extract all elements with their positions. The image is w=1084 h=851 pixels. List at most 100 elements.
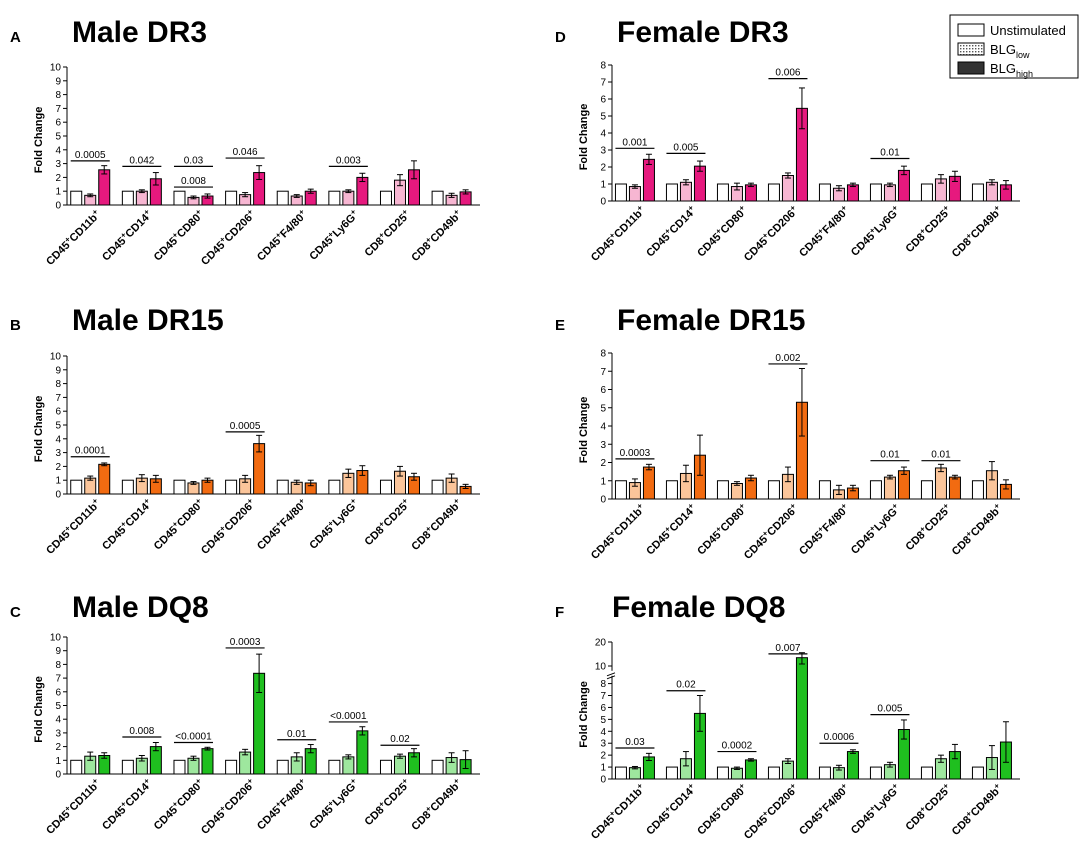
x-tick-label-part: + (348, 776, 358, 786)
panel-C: C Male DQ8 0 1 2 3 4 5 6 7 8 9 10 Fold Change CD45+CD1… (10, 591, 480, 837)
x-tick-label: CD45+CD11b+ (587, 781, 648, 842)
x-tick-label-part: + (839, 781, 849, 791)
bar (173, 190, 186, 206)
x-tick-label-part: + (686, 781, 696, 791)
significance-label: 0.01 (880, 148, 900, 159)
x-tick-label-part: + (607, 231, 617, 241)
x-tick-label: CD8+CD49b+ (948, 501, 1005, 558)
panel-title: Female DQ8 (612, 591, 785, 624)
x-tick-label-part: + (170, 519, 180, 529)
x-tick-label: CD45+CD14+ (99, 776, 156, 833)
y-tick-label: 1 (600, 180, 606, 191)
y-tick-label: 9 (55, 646, 61, 657)
bar (883, 476, 896, 500)
significance-label: 0.008 (129, 726, 154, 737)
x-tick-label-part: + (63, 804, 73, 814)
x-tick-label-part: + (992, 203, 1002, 213)
x-tick-label-part: + (737, 781, 747, 791)
legend-swatch (957, 61, 985, 75)
bar (121, 759, 134, 775)
legend-label-main: BLG (990, 61, 1016, 76)
legend-label-main: BLG (990, 42, 1016, 57)
x-tick-label-part: + (737, 203, 747, 213)
significance-label: 0.0003 (230, 637, 261, 648)
x-tick-label-part: + (348, 496, 358, 506)
bar (239, 751, 252, 775)
y-tick-label: 3 (600, 146, 606, 157)
significance-label: <0.0001 (330, 711, 367, 722)
x-tick-label-part: + (297, 207, 307, 217)
x-tick-label-part: + (297, 776, 307, 786)
bar (225, 190, 238, 206)
panel-letter: B (10, 317, 21, 334)
legend-label-main: Unstimulated (990, 23, 1066, 38)
significance-label: 0.01 (880, 450, 900, 461)
significance-label: 0.0006 (824, 732, 855, 743)
bar (869, 766, 882, 780)
bar (767, 183, 780, 202)
x-tick-label-part: + (760, 809, 770, 819)
x-tick-label-part: + (377, 519, 387, 529)
significance-label: 0.002 (775, 353, 800, 364)
x-tick-label-part: + (326, 518, 336, 528)
y-tick-label: 7 (55, 104, 61, 115)
bar (356, 730, 369, 775)
significance-label: 0.01 (287, 729, 307, 740)
x-tick-label-part: + (63, 235, 73, 245)
significance-label: 0.001 (622, 137, 647, 148)
y-tick-label: 3 (55, 159, 61, 170)
y-tick-label: 4 (55, 145, 61, 156)
panel-letter: E (555, 317, 565, 334)
y-tick-label: 8 (55, 379, 61, 390)
bar (744, 184, 757, 202)
bar (276, 479, 289, 495)
bar (70, 479, 83, 495)
panel-letter: C (10, 604, 21, 621)
y-tick-label: 8 (600, 61, 606, 72)
x-tick-label-part: + (941, 781, 951, 791)
bar (716, 766, 729, 780)
bar (744, 759, 757, 780)
panel-title: Male DR3 (72, 16, 207, 49)
x-tick-label-part: + (816, 226, 826, 236)
axis-break (606, 675, 616, 680)
legend-swatch (957, 42, 985, 56)
panel-title: Female DR15 (617, 304, 805, 337)
y-tick-label: 6 (55, 687, 61, 698)
bar (730, 482, 743, 500)
x-tick-label: CD45+CD80+ (150, 496, 207, 553)
x-tick-label: CD45+Ly6G+ (306, 776, 362, 832)
y-tick-label: 6 (600, 385, 606, 396)
panel-title: Male DR15 (72, 304, 224, 337)
axis-break (606, 672, 616, 677)
y-tick-label: 7 (600, 78, 606, 89)
x-tick-label: CD8+CD25+ (902, 501, 954, 553)
x-tick-label: CD45+Ly6G+ (848, 781, 904, 837)
x-tick-label-part: + (424, 524, 434, 534)
x-tick-label-part: + (245, 207, 255, 217)
significance-label: 0.003 (336, 155, 361, 166)
y-tick-label: 6 (600, 703, 606, 714)
x-tick-label-part: + (452, 496, 462, 506)
x-tick-label-part: + (964, 809, 974, 819)
x-tick-label-part: + (193, 776, 203, 786)
x-tick-label-part: + (918, 524, 928, 534)
bar (173, 479, 186, 495)
significance-label: 0.0005 (230, 421, 261, 432)
x-tick-label: CD8+CD49b+ (408, 496, 465, 553)
bar (869, 183, 882, 202)
bar (897, 470, 910, 500)
significance-label: 0.006 (775, 68, 800, 79)
x-tick-label-part: + (714, 524, 724, 534)
significance-label: <0.0001 (175, 731, 212, 742)
y-axis-label: Fold Change (578, 397, 590, 464)
x-tick-label: CD8+CD25+ (361, 776, 413, 828)
x-tick-label-part: + (90, 207, 100, 217)
y-tick-label: 3 (600, 739, 606, 750)
significance-label: 0.042 (129, 155, 154, 166)
x-tick-label: CD45+CD206+ (740, 501, 801, 562)
bar (614, 480, 627, 500)
x-tick-label: CD45+CD80+ (150, 207, 207, 264)
x-tick-label-part: + (788, 501, 798, 511)
